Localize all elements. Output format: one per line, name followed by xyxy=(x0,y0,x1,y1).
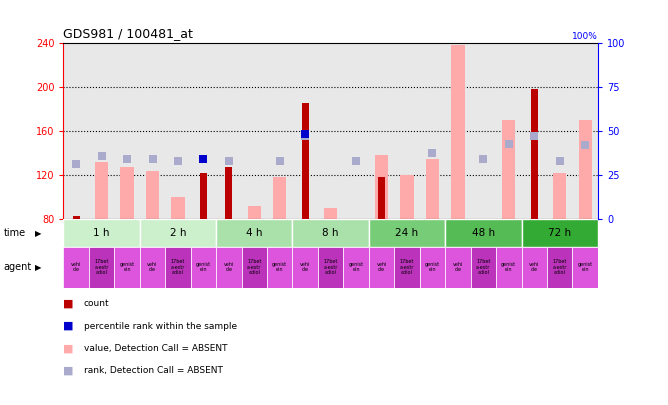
Bar xyxy=(324,208,337,220)
Bar xyxy=(318,247,343,288)
Bar xyxy=(225,167,232,220)
Bar xyxy=(273,177,287,220)
Text: count: count xyxy=(84,299,109,308)
Text: 8 h: 8 h xyxy=(323,228,339,238)
Bar xyxy=(140,247,165,288)
Bar xyxy=(146,171,159,220)
Text: 24 h: 24 h xyxy=(395,228,419,238)
Bar xyxy=(165,247,190,288)
Text: percentile rank within the sample: percentile rank within the sample xyxy=(84,322,236,330)
Bar xyxy=(375,155,388,220)
Text: time: time xyxy=(3,228,25,238)
Bar xyxy=(216,220,293,247)
Bar xyxy=(547,247,572,288)
Bar xyxy=(216,247,242,288)
Bar xyxy=(343,247,369,288)
Bar xyxy=(530,89,538,220)
Bar xyxy=(400,175,413,220)
Bar xyxy=(578,120,592,220)
Text: 17bet
a-estr
adiol: 17bet a-estr adiol xyxy=(247,259,261,275)
Text: 17bet
a-estr
adiol: 17bet a-estr adiol xyxy=(94,259,109,275)
Bar xyxy=(420,247,445,288)
Bar xyxy=(120,167,134,220)
Bar xyxy=(172,197,184,220)
Text: vehi
cle: vehi cle xyxy=(224,262,234,273)
Bar xyxy=(452,45,464,220)
Bar xyxy=(200,173,207,220)
Text: 1 h: 1 h xyxy=(94,228,110,238)
Bar xyxy=(572,247,598,288)
Bar xyxy=(95,162,108,220)
Bar xyxy=(445,220,522,247)
Bar xyxy=(369,247,394,288)
Text: 17bet
a-estr
adiol: 17bet a-estr adiol xyxy=(323,259,338,275)
Text: agent: agent xyxy=(3,262,31,272)
Bar xyxy=(471,247,496,288)
Text: genist
ein: genist ein xyxy=(196,262,211,273)
Text: vehi
cle: vehi cle xyxy=(529,262,540,273)
Text: ■: ■ xyxy=(63,321,74,331)
Text: 100%: 100% xyxy=(572,32,598,41)
Bar xyxy=(369,220,445,247)
Bar xyxy=(302,103,309,220)
Text: 17bet
a-estr
adiol: 17bet a-estr adiol xyxy=(171,259,185,275)
Text: vehi
cle: vehi cle xyxy=(71,262,81,273)
Bar xyxy=(496,247,522,288)
Text: 17bet
a-estr
adiol: 17bet a-estr adiol xyxy=(476,259,490,275)
Bar xyxy=(378,177,385,220)
Bar xyxy=(89,247,114,288)
Text: rank, Detection Call = ABSENT: rank, Detection Call = ABSENT xyxy=(84,366,222,375)
Bar xyxy=(553,173,566,220)
Bar xyxy=(522,220,598,247)
Text: value, Detection Call = ABSENT: value, Detection Call = ABSENT xyxy=(84,344,227,353)
Text: vehi
cle: vehi cle xyxy=(148,262,158,273)
Text: GDS981 / 100481_at: GDS981 / 100481_at xyxy=(63,27,193,40)
Text: ■: ■ xyxy=(63,343,74,353)
Bar xyxy=(73,216,79,220)
Text: 48 h: 48 h xyxy=(472,228,495,238)
Text: 17bet
a-estr
adiol: 17bet a-estr adiol xyxy=(400,259,414,275)
Text: vehi
cle: vehi cle xyxy=(300,262,311,273)
Text: 72 h: 72 h xyxy=(548,228,571,238)
Bar xyxy=(293,247,318,288)
Bar xyxy=(426,159,439,220)
Bar xyxy=(502,120,516,220)
Text: ■: ■ xyxy=(63,366,74,375)
Text: genist
ein: genist ein xyxy=(272,262,287,273)
Text: genist
ein: genist ein xyxy=(425,262,440,273)
Bar xyxy=(248,206,261,220)
Text: 17bet
a-estr
adiol: 17bet a-estr adiol xyxy=(552,259,567,275)
Text: vehi
cle: vehi cle xyxy=(453,262,463,273)
Text: genist
ein: genist ein xyxy=(349,262,363,273)
Bar xyxy=(63,247,89,288)
Bar xyxy=(293,220,369,247)
Bar xyxy=(140,220,216,247)
Text: 2 h: 2 h xyxy=(170,228,186,238)
Bar xyxy=(267,247,293,288)
Text: 4 h: 4 h xyxy=(246,228,263,238)
Text: ▶: ▶ xyxy=(35,263,41,272)
Bar xyxy=(242,247,267,288)
Text: vehi
cle: vehi cle xyxy=(376,262,387,273)
Bar xyxy=(522,247,547,288)
Text: genist
ein: genist ein xyxy=(578,262,593,273)
Bar xyxy=(114,247,140,288)
Bar xyxy=(190,247,216,288)
Bar xyxy=(63,220,140,247)
Text: genist
ein: genist ein xyxy=(120,262,135,273)
Text: ■: ■ xyxy=(63,299,74,309)
Bar xyxy=(445,247,471,288)
Text: genist
ein: genist ein xyxy=(501,262,516,273)
Text: ▶: ▶ xyxy=(35,229,41,238)
Bar xyxy=(394,247,420,288)
